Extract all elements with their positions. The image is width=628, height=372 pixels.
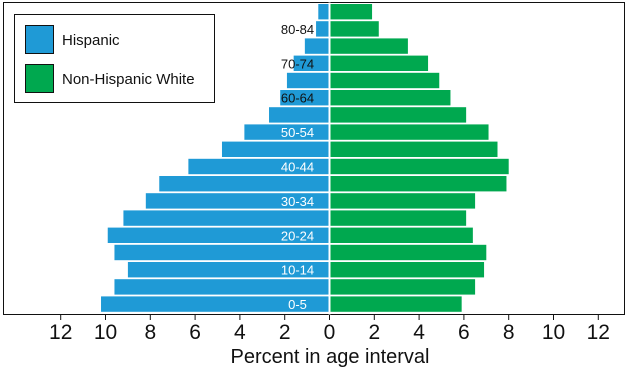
x-tick-label: 4 <box>234 321 246 344</box>
x-tick-label: 8 <box>144 321 156 344</box>
non-hispanic-white-bar-45-49 <box>329 141 498 157</box>
age-label-80-84: 80-84 <box>281 22 314 37</box>
age-label-60-64: 60-64 <box>281 91 314 106</box>
non-hispanic-white-bar-55-59 <box>329 107 467 123</box>
hispanic-bar-70-74 <box>293 55 330 71</box>
hispanic-bar-55-59 <box>269 107 330 123</box>
hispanic-bar-85+ <box>318 4 330 20</box>
hispanic-bar-35-39 <box>159 176 330 192</box>
x-tick-label: 10 <box>542 321 565 344</box>
non-hispanic-white-bar-70-74 <box>329 55 429 71</box>
age-label-70-74: 70-74 <box>281 56 314 71</box>
x-axis-ticks <box>60 314 599 320</box>
hispanic-bar-75-79 <box>304 38 330 54</box>
hispanic-bar-15-19 <box>114 244 330 261</box>
x-tick-label: 12 <box>49 321 72 344</box>
non-hispanic-white-bar-30-34 <box>329 193 476 209</box>
hispanic-bar-25-29 <box>123 210 330 226</box>
hispanic-bar-40-44 <box>188 158 330 175</box>
non-hispanic-white-bar-20-24 <box>329 227 473 243</box>
hispanic-bar-10-14 <box>127 262 330 278</box>
non-hispanic-white-bar-25-29 <box>329 210 467 226</box>
x-tick-label: 8 <box>503 321 515 344</box>
hispanic-bar-5-9 <box>114 279 330 295</box>
non-hispanic-white-bar-40-44 <box>329 158 509 175</box>
x-tick-label: 12 <box>587 321 610 344</box>
legend-swatch-hispanic <box>25 25 54 54</box>
x-axis-tick-labels: 12 10 8 6 4 2 0 2 4 6 8 10 12 <box>49 321 610 344</box>
x-tick-label: 10 <box>94 321 117 344</box>
non-hispanic-white-bar-50-54 <box>329 124 489 140</box>
x-tick-label: 6 <box>458 321 470 344</box>
age-label-20-24: 20-24 <box>281 228 314 243</box>
hispanic-bar-65-69 <box>286 72 330 89</box>
non-hispanic-white-bar-10-14 <box>329 262 485 278</box>
non-hispanic-white-bar-75-79 <box>329 38 408 54</box>
age-label-10-14: 10-14 <box>281 263 314 278</box>
age-label-30-34: 30-34 <box>281 194 314 209</box>
hispanic-bar-30-34 <box>145 193 330 209</box>
non-hispanic-white-bar-35-39 <box>329 176 507 192</box>
legend-label-non-hispanic-white: Non-Hispanic White <box>62 71 195 88</box>
legend-label-hispanic: Hispanic <box>62 32 120 49</box>
non-hispanic-white-bar-60-64 <box>329 90 451 106</box>
x-tick-label: 2 <box>279 321 291 344</box>
non-hispanic-white-bar-85+ <box>329 4 373 20</box>
age-labels-group: 0-5 10-14 20-24 30-34 40-44 50-54 60-64 70-74 80… <box>281 22 314 312</box>
bars-group <box>101 4 509 312</box>
hispanic-bar-50-54 <box>244 124 330 140</box>
age-label-40-44: 40-44 <box>281 160 314 175</box>
non-hispanic-white-bar-5-9 <box>329 279 476 295</box>
x-tick-label: 6 <box>189 321 201 344</box>
age-label-50-54: 50-54 <box>281 125 314 140</box>
hispanic-bar-20-24 <box>107 227 330 243</box>
legend-swatch-non-hispanic-white <box>25 64 54 93</box>
non-hispanic-white-bar-15-19 <box>329 244 487 261</box>
x-tick-label: 2 <box>368 321 380 344</box>
hispanic-bar-80-84 <box>316 21 330 37</box>
x-tick-label: 4 <box>413 321 425 344</box>
plot-frame <box>3 2 625 315</box>
hispanic-bar-60-64 <box>280 90 330 106</box>
x-tick-label: 0 <box>324 321 336 344</box>
non-hispanic-white-bar-0-5 <box>329 296 462 312</box>
non-hispanic-white-bar-80-84 <box>329 21 379 37</box>
hispanic-bar-45-49 <box>221 141 330 157</box>
x-axis-title: Percent in age interval <box>230 346 429 368</box>
legend: Hispanic Non-Hispanic White <box>14 14 215 103</box>
hispanic-bar-0-5 <box>101 296 330 312</box>
age-label-0-5: 0-5 <box>288 297 307 312</box>
non-hispanic-white-bar-65-69 <box>329 72 440 89</box>
